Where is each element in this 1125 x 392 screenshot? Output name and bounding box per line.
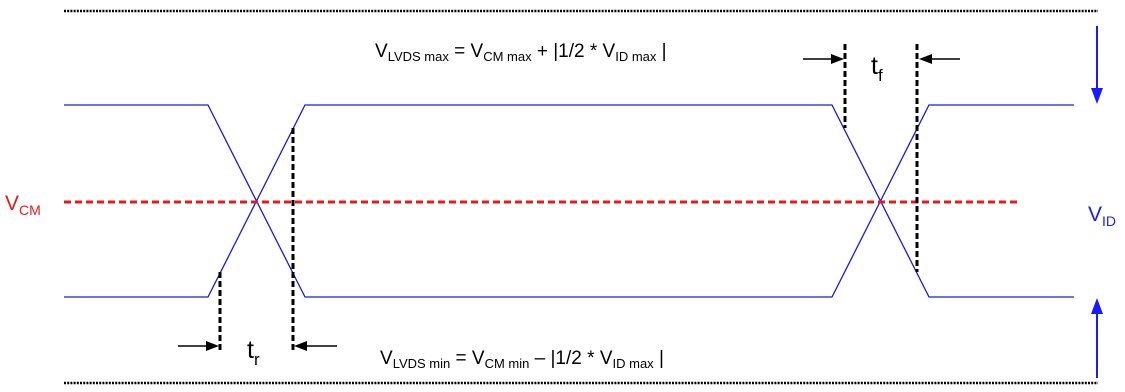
fall-time-right-arrow xyxy=(919,54,960,64)
vid-up-arrow xyxy=(1091,298,1103,378)
signal-trace-a xyxy=(64,104,1074,298)
vcm-label: VCM xyxy=(5,192,41,218)
rise-time-label: tr xyxy=(247,336,260,369)
top-equation: VLVDS max = VCM max + |1/2 * VID max | xyxy=(375,41,667,64)
fall-time-label: tf xyxy=(871,52,883,85)
vid-label: VID xyxy=(1088,203,1116,229)
rise-time-right-arrow xyxy=(294,341,337,351)
bottom-equation: VLVDS min = VCM min – |1/2 * VID max | xyxy=(380,348,664,371)
signal-trace-b xyxy=(64,104,1074,298)
rise-time-left-arrow xyxy=(178,341,219,351)
vid-down-arrow xyxy=(1091,26,1103,104)
fall-time-left-arrow xyxy=(803,54,844,64)
